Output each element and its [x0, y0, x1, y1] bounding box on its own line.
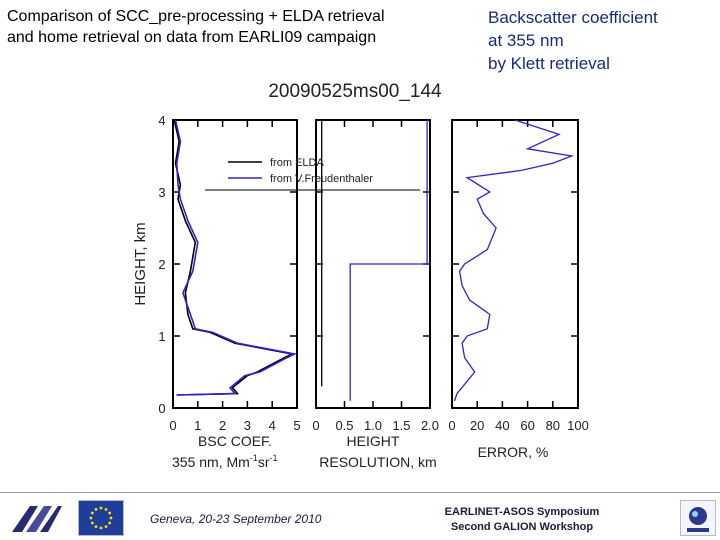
y-tick-label: 1: [158, 329, 165, 344]
legend-label-freudenthaler: from V.Freudenthaler: [270, 173, 373, 185]
eu-star-icon: [94, 525, 98, 529]
eu-project-logo-icon: [12, 506, 62, 532]
x-tick-label: 1.0: [364, 418, 382, 433]
x-tick-label: 4: [269, 418, 276, 433]
x-axis-label-3: ERROR, %: [478, 444, 549, 460]
y-axis-label: HEIGHT, km: [132, 222, 149, 305]
x-tick-label: 3: [244, 418, 251, 433]
x-axis-label-2-line-2: RESOLUTION, km: [319, 454, 436, 470]
eu-star-icon: [109, 516, 113, 520]
eu-star-icon: [108, 521, 112, 525]
x-tick-label: 2: [219, 418, 226, 433]
legend-label-elda: from ELDA: [270, 157, 324, 169]
earlinet-logo-icon: [680, 500, 716, 536]
title-line-1: Comparison of SCC_pre-processing + ELDA …: [7, 8, 385, 25]
y-tick-label: 4: [158, 113, 165, 128]
x-tick-label: 2.0: [421, 418, 439, 433]
subtitle-line-2: at 355 nm: [488, 31, 564, 50]
eu-star-icon: [108, 511, 112, 515]
x-tick-label: 5: [293, 418, 300, 433]
eu-star-icon: [89, 516, 93, 520]
footer-event-line-2: Second GALION Workshop: [450, 521, 594, 533]
plot-frame-3: [451, 119, 579, 409]
profile-charts: 0 1 2 3 4 5 0 0.5 1.0 1.5 2.0 0 20 40 60 80 10020090525m…: [132, 81, 589, 470]
x-axis-label-1-line-2: 355 nm, Mm-1sr-1: [172, 453, 278, 470]
y-tick-label: 0: [158, 401, 165, 416]
x-tick-label: 100: [567, 418, 589, 433]
x-axis-label-part: 355 nm, Mm: [172, 454, 250, 470]
x-tick-label: 0: [312, 418, 319, 433]
x-axis-label-2-line-1: HEIGHT: [347, 433, 400, 449]
series-line-freudenthaler: [349, 120, 428, 401]
x-tick-label: 20: [470, 418, 484, 433]
x-tick-label: 40: [495, 418, 509, 433]
footer-event: EARLINET-ASOS Symposium Second GALION Wo…: [422, 505, 622, 535]
footer-location: Geneva, 20-23 September 2010: [150, 512, 322, 526]
x-tick-label: 1.5: [392, 418, 410, 433]
x-tick-label: 0.5: [335, 418, 353, 433]
x-tick-label: 0: [448, 418, 455, 433]
slide-subtitle: Backscatter coefficient at 355 nm by Kle…: [488, 6, 658, 75]
series-line-freudenthaler: [453, 119, 575, 402]
x-tick-label: 0: [169, 418, 176, 433]
footer-event-line-1: EARLINET-ASOS Symposium: [444, 506, 600, 518]
subtitle-line-1: Backscatter coefficient: [488, 8, 658, 27]
eu-flag-icon: [78, 500, 124, 536]
title-line-2: and home retrieval on data from EARLI09 …: [7, 29, 377, 46]
eu-star-icon: [104, 525, 108, 529]
x-tick-label: 80: [546, 418, 560, 433]
eu-star-icon: [99, 526, 103, 530]
x-axis-label-part: -1: [270, 453, 278, 463]
x-tick-label: 60: [520, 418, 534, 433]
x-axis-label-1-line-1: BSC COEF.: [198, 433, 272, 449]
slide-title: Comparison of SCC_pre-processing + ELDA …: [7, 6, 385, 48]
eu-star-icon: [99, 506, 103, 510]
series-line-freudenthaler: [174, 119, 298, 396]
eu-star-icon: [90, 521, 94, 525]
eu-star-icon: [90, 511, 94, 515]
x-axis-label-part: -1: [250, 453, 258, 463]
x-axis-label-part: sr: [258, 454, 270, 470]
chart-title: 20090525ms00_144: [268, 81, 442, 102]
eu-star-icon: [104, 507, 108, 511]
footer-divider: [0, 492, 720, 493]
subtitle-line-3: by Klett retrieval: [488, 54, 610, 73]
y-tick-label: 3: [158, 185, 165, 200]
x-tick-label: 1: [194, 418, 201, 433]
y-tick-label: 2: [158, 257, 165, 272]
eu-star-icon: [94, 507, 98, 511]
